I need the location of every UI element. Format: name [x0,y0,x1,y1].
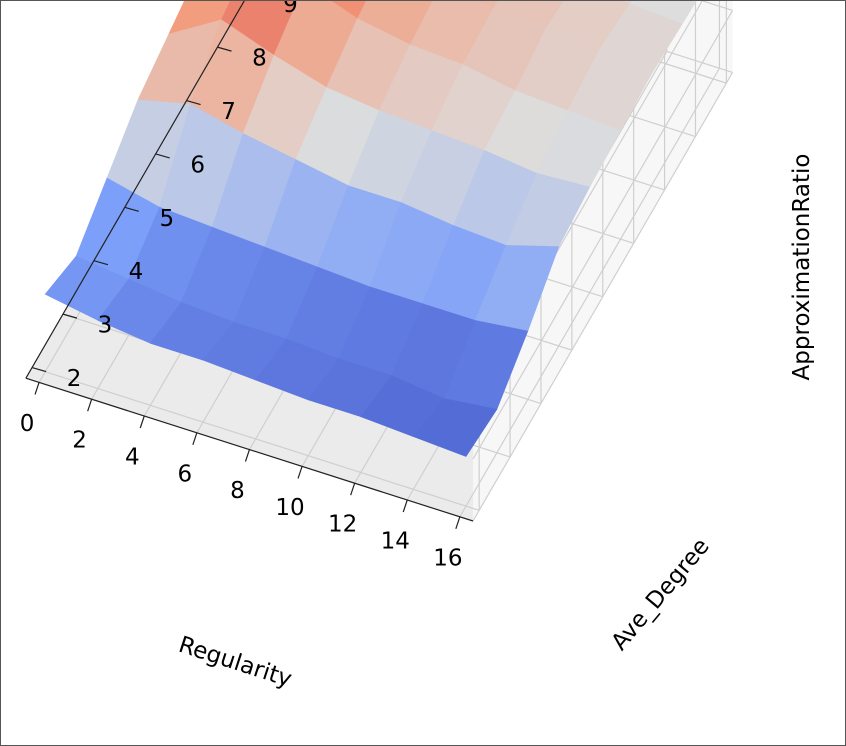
x-tick-mark [402,499,408,513]
y-tick-label: 6 [190,152,205,178]
x-tick-mark [244,449,251,462]
surface-facet [476,1,499,9]
y-tick-mark [217,46,232,52]
x-tick-label: 12 [328,512,357,538]
x-tick-label: 4 [125,445,140,471]
grid-line-y-floor [31,366,480,511]
x-tick-label: 8 [230,478,245,504]
y-tick-label: 8 [252,46,267,72]
grid-line-z-left [472,72,734,522]
x-tick-mark [87,399,93,412]
x-tick-label: 0 [20,411,35,437]
y-tick-mark [186,99,201,106]
x-tick-mark [192,432,198,445]
y-tick-mark [155,153,170,159]
y-tick-label: 5 [159,206,174,232]
x-tick-label: 10 [275,495,304,521]
grid-line-z-left [472,10,734,460]
y-tick-label: 2 [67,366,82,392]
surface-mesh [44,1,697,457]
x-tick-label: 16 [433,545,462,571]
z-axis-title: ApproximationRatio [789,154,815,381]
x-tick-mark [350,483,356,496]
x-tick-mark [139,415,145,429]
y-tick-label: 3 [98,313,113,339]
y-tick-mark [62,313,78,319]
x-tick-label: 14 [381,529,410,555]
axis-ticks: 024681012141623456789100.00.20.40.60.81.… [20,1,463,571]
x-tick-mark [297,466,303,479]
y-tick-mark [31,366,47,373]
x-tick-mark [34,382,40,395]
x-tick-label: 6 [177,461,192,487]
y-tick-label: 7 [221,99,236,125]
y-tick-label: 9 [283,1,298,18]
surface-facet [412,398,498,457]
y-tick-mark [124,206,139,212]
y-tick-mark [93,260,109,266]
x-axis-title: Regularity [175,632,295,693]
y-axis-title: Ave_Degree [607,534,715,656]
y-tick-label: 4 [129,259,144,285]
x-tick-label: 2 [72,428,87,454]
x-tick-mark [455,516,461,529]
